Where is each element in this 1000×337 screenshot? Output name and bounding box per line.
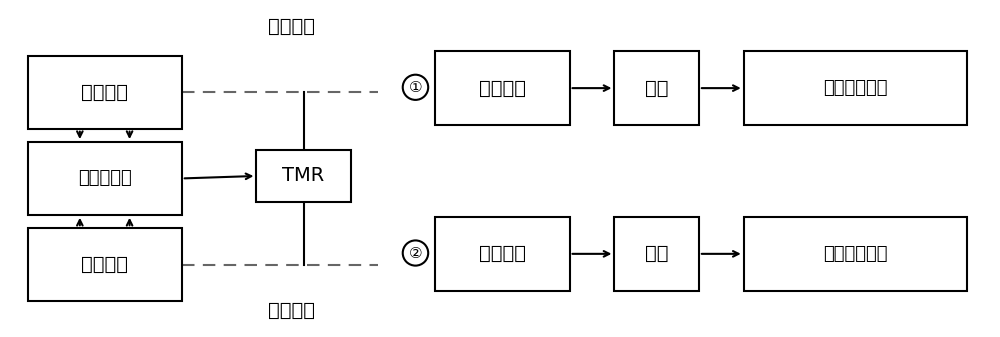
Text: 外壁裂纹信号: 外壁裂纹信号 [823,245,888,263]
Bar [744,217,967,291]
Text: 放大: 放大 [645,79,668,98]
Bar [28,56,182,129]
Bar [28,142,182,215]
Bar [435,51,570,125]
Bar [28,228,182,301]
Text: TMR: TMR [282,166,325,185]
Bar [435,217,570,291]
Text: 直流磁化: 直流磁化 [81,83,128,102]
Text: 待检测管道: 待检测管道 [78,170,132,187]
Text: 调制信号: 调制信号 [268,301,315,320]
Text: 低通滤波: 低通滤波 [479,79,526,98]
Text: 涡流激励: 涡流激励 [81,255,128,274]
Text: 低频信号: 低频信号 [268,17,315,35]
Bar [744,51,967,125]
Text: 放大: 放大 [645,244,668,263]
Bar [614,51,699,125]
Text: ①: ① [409,80,422,95]
Text: 高频检波: 高频检波 [479,244,526,263]
Bar [256,150,351,202]
Text: 内壁裂纹信号: 内壁裂纹信号 [823,79,888,97]
Bar [614,217,699,291]
Text: ②: ② [409,246,422,261]
